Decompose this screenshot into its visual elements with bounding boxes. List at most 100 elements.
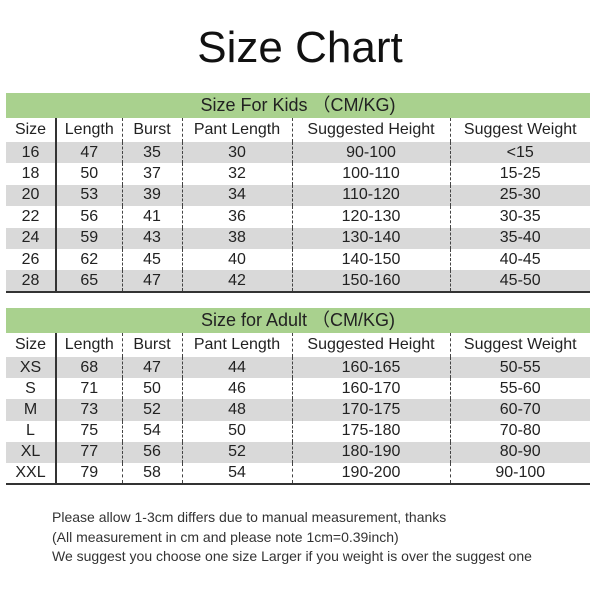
table-cell: 100-110 (291, 163, 450, 185)
table-cell: 43 (121, 227, 182, 249)
table-cell: 180-190 (291, 441, 450, 463)
table-row: 18 50 37 32 100-110 15-25 (6, 163, 590, 185)
table-row: L 75 54 50 175-180 70-80 (6, 420, 590, 442)
table-cell: 50-55 (449, 357, 590, 379)
table-cell: S (25, 379, 36, 397)
table-cell: 55-60 (449, 378, 590, 400)
table-cell: 24 (6, 227, 56, 249)
table-cell: 73 (55, 399, 122, 421)
table-cell: 170-175 (291, 399, 450, 421)
table-cell: 22 (21, 207, 40, 225)
note-line: Please allow 1-3cm differs due to manual… (52, 509, 447, 525)
table-row: XS 68 47 44 160-165 50-55 (6, 357, 590, 379)
adult-table: Size Length Burst Pant Length Suggested Heig… (6, 333, 590, 486)
table-cell: 40-45 (449, 248, 590, 271)
table-cell: 28 (6, 270, 56, 292)
table-cell: 52 (181, 441, 292, 463)
adult-size-table: Size for Adult （CM/KG) Size Length Burst Pa… (6, 308, 590, 486)
table-row: 26 62 45 40 140-150 40-45 (6, 248, 590, 271)
table-row: 16 47 35 30 90-100 <15 (6, 142, 590, 164)
table-cell: 68 (55, 357, 122, 379)
table-cell: 42 (181, 270, 292, 292)
table-cell: 30-35 (449, 206, 590, 228)
kids-size-table: Size For Kids （CM/KG) Size Length Burst Pan… (6, 93, 590, 293)
table-cell: XXL (15, 464, 46, 482)
notes: Please allow 1-3cm differs due to manual… (52, 508, 532, 567)
column-header: Burst (121, 118, 182, 142)
table-cell: 44 (181, 357, 292, 379)
page-title: Size Chart (197, 23, 403, 72)
table-cell: 50 (181, 420, 292, 442)
table-cell: 120-130 (291, 206, 450, 228)
table-row: 24 59 43 38 130-140 35-40 (6, 227, 590, 249)
table-cell: 50 (55, 163, 122, 185)
table-cell: 47 (55, 142, 122, 164)
table-cell: 40 (181, 248, 292, 271)
kids-table-heading: Size For Kids （CM/KG) (6, 93, 590, 118)
table-cell: 36 (181, 206, 292, 228)
table-row: 22 56 41 36 120-130 30-35 (6, 206, 590, 228)
column-header: Length (55, 333, 122, 357)
table-row: M 73 52 48 170-175 60-70 (6, 399, 590, 421)
table-cell: 58 (121, 462, 182, 485)
table-cell: 56 (121, 441, 182, 463)
table-cell: 90-100 (449, 462, 590, 485)
column-header: Suggest Weight (449, 118, 590, 142)
table-cell: 110-120 (291, 184, 450, 207)
table-cell: 79 (55, 462, 122, 485)
table-cell: 60-70 (449, 399, 590, 421)
table-cell: 150-160 (291, 270, 450, 292)
table-cell: 80-90 (449, 441, 590, 463)
column-header: Suggested Height (291, 333, 450, 357)
table-cell: 16 (6, 142, 56, 164)
kids-table: Size Length Burst Pant Length Suggested Heig… (6, 118, 590, 293)
column-header: Pant Length (181, 118, 292, 142)
table-cell: 35-40 (449, 227, 590, 249)
table-cell: 62 (55, 248, 122, 271)
table-cell: 70-80 (449, 420, 590, 442)
table-cell: 45 (121, 248, 182, 271)
table-cell: 54 (121, 420, 182, 442)
table-cell: XS (6, 357, 56, 379)
table-cell: 41 (121, 206, 182, 228)
table-cell: 77 (55, 441, 122, 463)
table-cell: 26 (21, 250, 40, 268)
table-cell: 65 (55, 270, 122, 292)
table-cell: 34 (181, 184, 292, 207)
table-row: 28 65 47 42 150-160 45-50 (6, 270, 590, 292)
table-cell: 90-100 (291, 142, 450, 164)
table-cell: 38 (181, 227, 292, 249)
table-cell: 46 (181, 378, 292, 400)
table-cell: 20 (6, 184, 56, 207)
table-cell: 50 (121, 378, 182, 400)
column-header: Size (14, 121, 47, 138)
column-header: Pant Length (181, 333, 292, 357)
table-cell: XL (6, 441, 56, 463)
table-cell: 35 (121, 142, 182, 164)
table-cell: 25-30 (449, 184, 590, 207)
note-line: (All measurement in cm and please note 1… (52, 528, 399, 545)
header-row: Size Length Burst Pant Length Suggested Heig… (6, 118, 590, 142)
column-header: Size (14, 336, 47, 353)
table-cell: M (6, 399, 56, 421)
table-cell: 18 (21, 165, 40, 183)
table-cell: 175-180 (291, 420, 450, 442)
table-row: S 71 50 46 160-170 55-60 (6, 378, 590, 400)
table-cell: <15 (449, 142, 590, 164)
adult-table-heading: Size for Adult （CM/KG) (6, 308, 590, 333)
table-cell: 54 (181, 462, 292, 485)
column-header: Suggest Weight (449, 333, 590, 357)
table-cell: 45-50 (449, 270, 590, 292)
header-row: Size Length Burst Pant Length Suggested Heig… (6, 333, 590, 357)
table-cell: L (26, 422, 35, 440)
table-row: XXL 79 58 54 190-200 90-100 (6, 462, 590, 485)
table-cell: 190-200 (291, 462, 450, 485)
column-header: Length (55, 118, 122, 142)
table-cell: 71 (55, 378, 122, 400)
column-header: Suggested Height (291, 118, 450, 142)
table-cell: 59 (55, 227, 122, 249)
table-cell: 47 (121, 270, 182, 292)
column-header: Burst (121, 333, 182, 357)
table-cell: 52 (121, 399, 182, 421)
table-cell: 30 (181, 142, 292, 164)
